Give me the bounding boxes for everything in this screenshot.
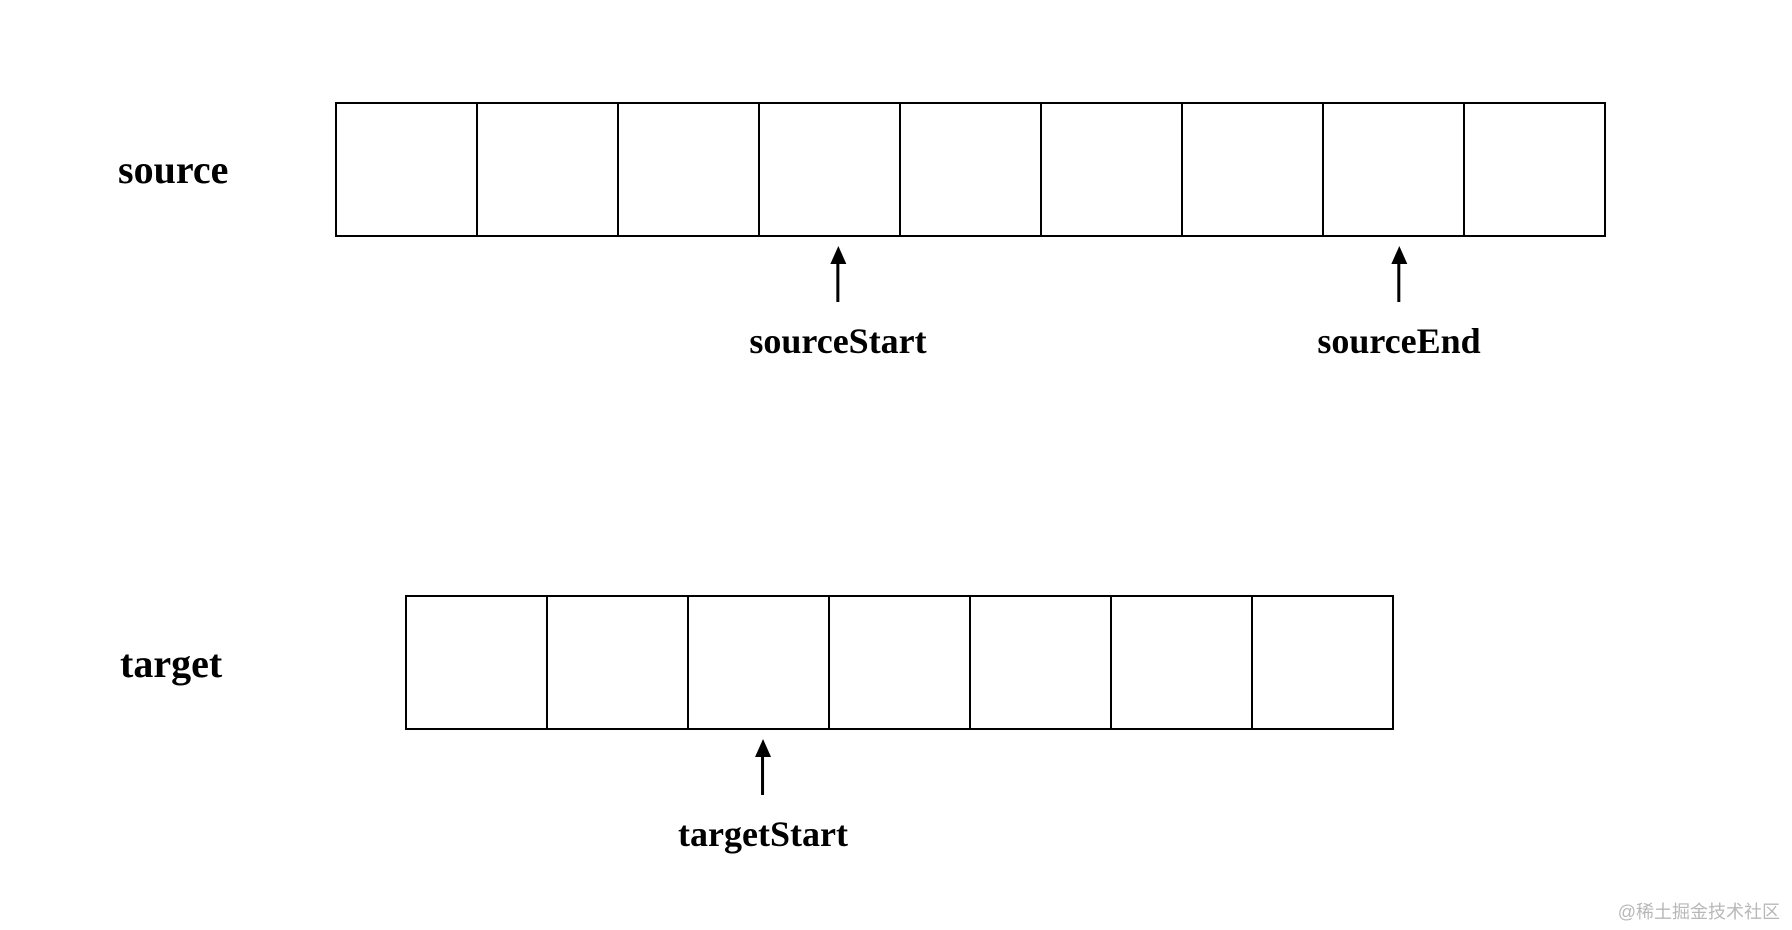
array-cell [830,597,971,728]
target-array [405,595,1394,730]
array-cell [407,597,548,728]
watermark-text: @稀土掘金技术社区 [1618,898,1780,924]
array-cell [689,597,830,728]
array-cell [1112,597,1253,728]
source-end-label: sourceEnd [1317,320,1480,362]
array-cell [1042,104,1183,235]
source-end-pointer: sourceEnd [1317,246,1480,362]
source-start-pointer: sourceStart [749,246,926,362]
array-copy-diagram: source sourceStart sourceEnd target targ… [0,0,1792,930]
array-cell [760,104,901,235]
array-cell [1465,104,1606,235]
arrow-stem [761,757,764,795]
array-cell [548,597,689,728]
target-start-pointer: targetStart [678,739,848,855]
array-cell [619,104,760,235]
array-cell [1324,104,1465,235]
source-label: source [118,146,228,193]
arrow-stem [836,264,839,302]
arrow-up-icon [755,739,771,757]
arrow-stem [1398,264,1401,302]
array-cell [1253,597,1394,728]
target-start-label: targetStart [678,813,848,855]
target-label: target [120,640,222,687]
source-array [335,102,1606,237]
array-cell [971,597,1112,728]
array-cell [478,104,619,235]
array-cell [337,104,478,235]
arrow-up-icon [830,246,846,264]
arrow-up-icon [1391,246,1407,264]
array-cell [1183,104,1324,235]
array-cell [901,104,1042,235]
source-start-label: sourceStart [749,320,926,362]
